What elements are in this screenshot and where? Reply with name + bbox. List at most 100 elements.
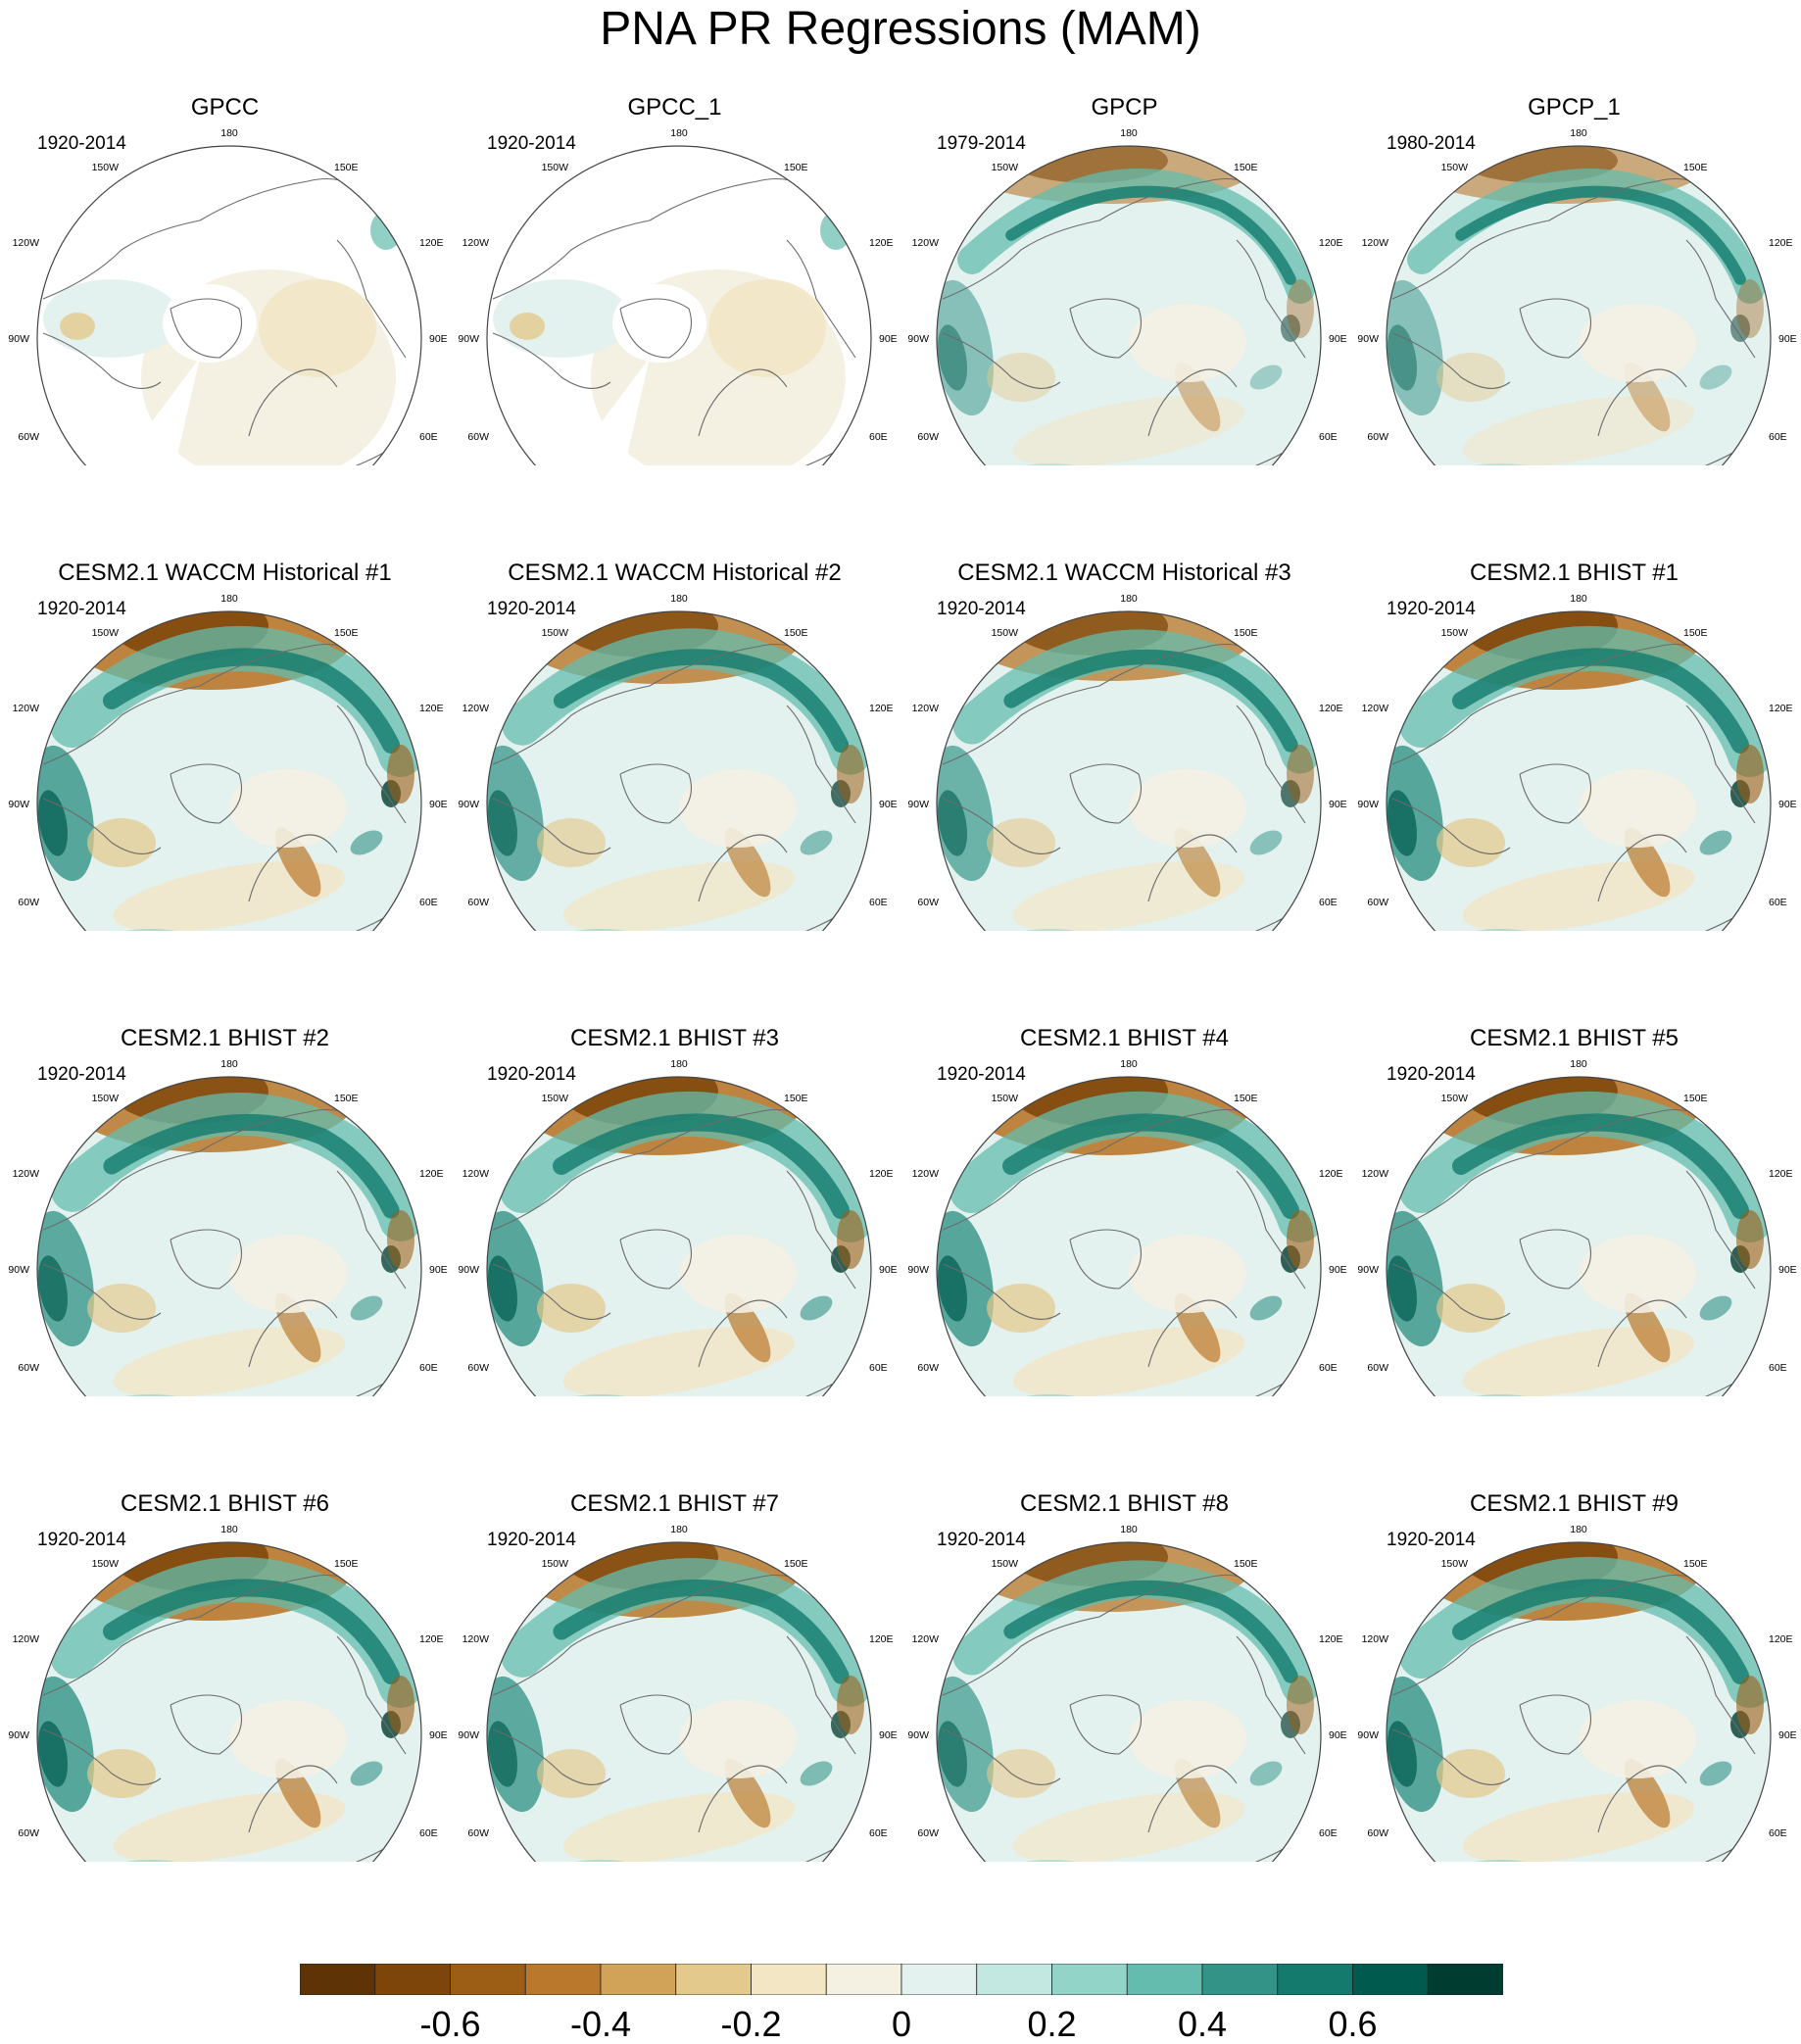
- coastlines: [42, 643, 407, 931]
- longitude-label: 60E: [419, 431, 438, 443]
- coastline: [1391, 1728, 1511, 1785]
- anomaly-blob: [537, 1749, 606, 1798]
- longitude-label: 180: [670, 1058, 688, 1070]
- polar-map: 1800150W120W90W60W30W150E120E90E60E30E: [907, 1524, 1347, 1862]
- longitude-label: 150W: [542, 1558, 569, 1570]
- anomaly-blob: [938, 324, 967, 391]
- anomaly-blob: [1699, 1295, 1732, 1321]
- longitude-label: 90W: [8, 1264, 29, 1276]
- panel-period: 1920-2014: [1387, 1530, 1476, 1550]
- map-outline: [936, 145, 1322, 465]
- map-outline: [1386, 145, 1772, 465]
- polar-map: 1800150W120W90W60W30W150E120E90E60E30E: [907, 1058, 1347, 1396]
- coastline: [1519, 1694, 1592, 1755]
- longitude-label: 150E: [334, 1093, 359, 1104]
- longitude-label: 60W: [467, 897, 489, 908]
- anomaly-blob: [1387, 1255, 1417, 1322]
- coastline: [170, 298, 243, 359]
- panel-title: CESM2.1 BHIST #4: [1020, 1025, 1229, 1051]
- map-outline: [486, 1076, 872, 1396]
- longitude-label: 120W: [1362, 1633, 1389, 1645]
- anomaly-blob: [229, 769, 347, 848]
- anomaly-blob: [1287, 1210, 1314, 1269]
- polar-map: 1800150W120W90W60W30W150E120E90E60E30E: [8, 1058, 448, 1396]
- anomaly-blob: [1012, 395, 1245, 465]
- longitude-label: 150W: [542, 627, 569, 639]
- anomaly-blob: [1579, 304, 1696, 382]
- longitude-label: 150W: [542, 162, 569, 173]
- longitude-label: 150W: [92, 1093, 120, 1104]
- panel-period: 1920-2014: [37, 1064, 126, 1085]
- longitude-label: 150W: [92, 1558, 120, 1570]
- longitude-label: 180: [1570, 1058, 1587, 1070]
- map-panel: 1800150W120W90W60W30W150E120E90E60E30ECE…: [1349, 931, 1799, 1396]
- anomaly-blob: [537, 818, 606, 867]
- longitude-label: 180: [220, 593, 238, 605]
- coastline: [1089, 910, 1296, 931]
- longitude-label: 180: [1120, 1524, 1138, 1535]
- longitude-label: 150W: [992, 162, 1019, 173]
- longitude-label: 150W: [992, 1558, 1019, 1570]
- map-outline: [936, 1541, 1322, 1862]
- coastline: [1685, 239, 1756, 359]
- longitude-label: 90W: [1357, 1264, 1379, 1276]
- polar-map: 1800150W120W90W60W30W150E120E90E60E30E: [8, 127, 448, 465]
- coastlines: [492, 643, 856, 931]
- anomaly-blob: [537, 1284, 606, 1333]
- panel-period: 1920-2014: [1387, 599, 1476, 619]
- coastlines: [1391, 177, 1756, 465]
- longitude-label: 120W: [912, 1633, 940, 1645]
- anomaly-band: [1005, 185, 1296, 285]
- longitude-label: 90E: [429, 333, 448, 345]
- coastline: [1089, 445, 1296, 465]
- anomaly-blob: [1249, 1761, 1283, 1786]
- map-field: [1387, 611, 1771, 931]
- map-outline: [486, 1541, 872, 1862]
- anomaly-blob: [163, 284, 257, 363]
- longitude-label: 180: [1120, 127, 1138, 139]
- anomaly-blob: [1436, 818, 1505, 867]
- colorbar-tick-label: 0.6: [1328, 2004, 1378, 2044]
- anomaly-blob: [488, 790, 517, 856]
- longitude-label: 120E: [419, 1168, 444, 1180]
- anomaly-blob: [800, 1295, 833, 1321]
- coastline: [492, 1728, 611, 1785]
- longitude-label: 60E: [1769, 897, 1787, 908]
- longitude-label: 60E: [419, 1827, 438, 1839]
- coastline: [248, 1765, 338, 1833]
- panel-period: 1920-2014: [937, 599, 1026, 619]
- panel-period: 1920-2014: [1387, 1064, 1476, 1085]
- coastline: [492, 798, 611, 854]
- anomaly-blob: [1436, 353, 1505, 402]
- longitude-label: 90E: [1329, 1729, 1347, 1741]
- colorbar-swatch: [675, 1964, 752, 1995]
- colorbar-swatch: [1126, 1964, 1203, 1995]
- longitude-label: 60W: [917, 431, 939, 443]
- coastline: [639, 1841, 847, 1862]
- anomaly-blob: [837, 1210, 864, 1269]
- anomaly-band: [103, 1113, 400, 1219]
- map-field: [487, 146, 871, 465]
- longitude-label: 60E: [419, 897, 438, 908]
- coastline: [1069, 763, 1143, 824]
- map-outline: [36, 145, 422, 465]
- longitude-label: 120E: [419, 703, 444, 714]
- map-field: [937, 1542, 1321, 1862]
- coastline: [698, 368, 788, 437]
- longitude-label: 60W: [18, 897, 39, 908]
- longitude-label: 150E: [334, 1558, 359, 1570]
- longitude-label: 150W: [992, 627, 1019, 639]
- anomaly-blob: [350, 1761, 383, 1786]
- longitude-label: 90W: [458, 799, 479, 810]
- panel-period: 1920-2014: [487, 133, 576, 154]
- longitude-label: 120E: [1769, 703, 1793, 714]
- longitude-label: 90E: [1778, 799, 1797, 810]
- map-panel: 1800150W120W90W60W30W150E120E90E60E30EGP…: [1349, 0, 1799, 465]
- anomaly-blob: [562, 1791, 796, 1862]
- map-outline: [36, 610, 422, 931]
- map-field: [37, 611, 421, 931]
- anomaly-blob: [1249, 1295, 1283, 1321]
- panel-period: 1980-2014: [1387, 133, 1476, 154]
- map-field: [487, 1077, 871, 1396]
- coastlines: [42, 1108, 407, 1396]
